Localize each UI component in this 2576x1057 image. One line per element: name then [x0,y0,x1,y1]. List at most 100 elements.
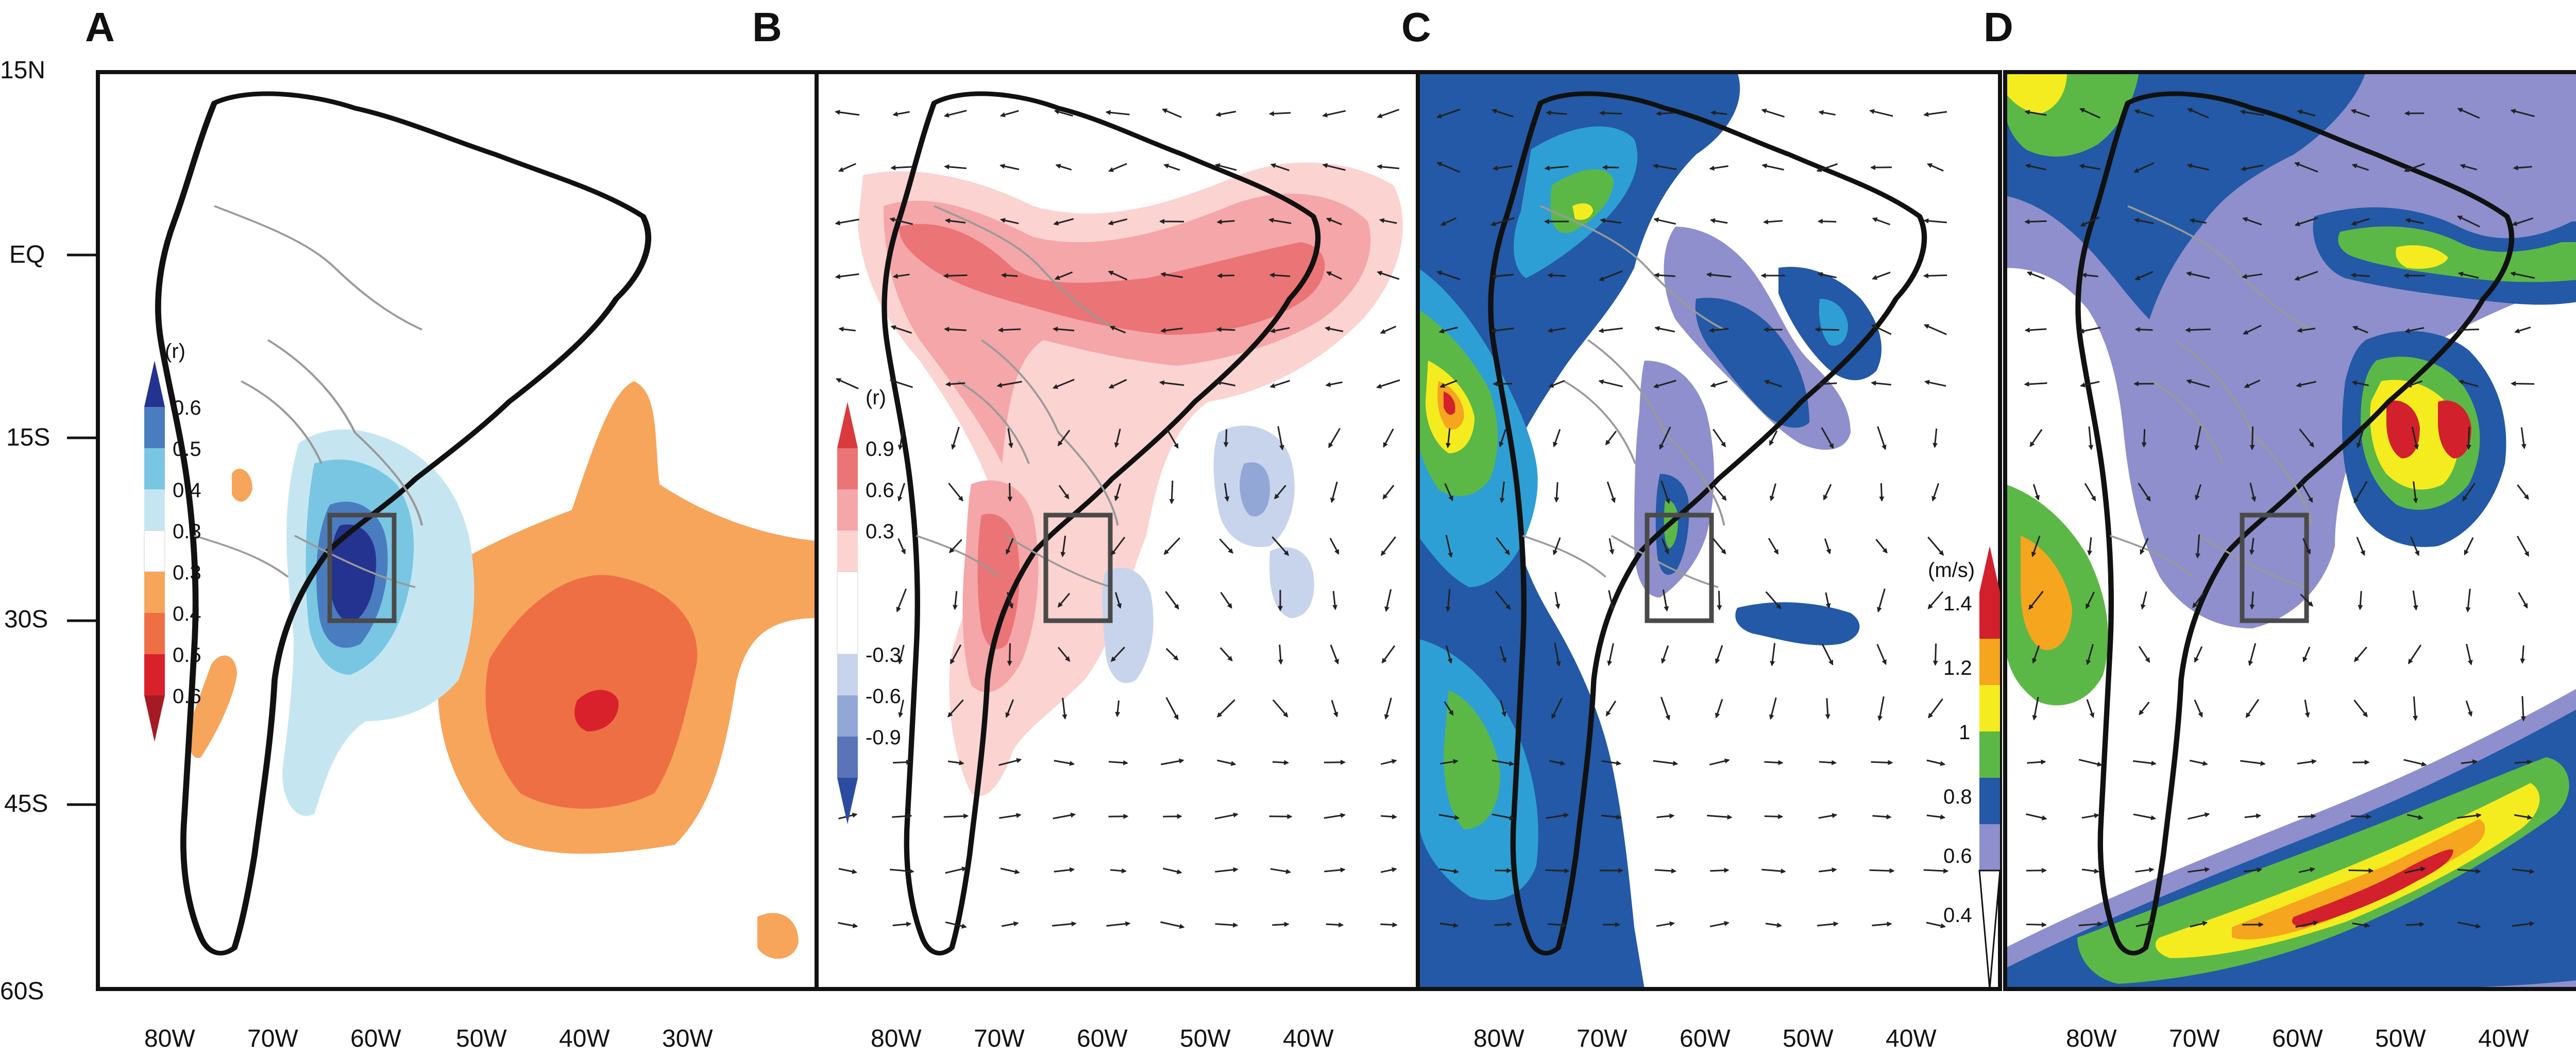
wind-vector [1055,164,1072,171]
lon-label: 50W [2375,1025,2426,1052]
wind-vector [1439,868,1460,874]
wind-vector [2458,327,2479,333]
wind-vector [1761,868,1786,874]
wind-vector [897,483,906,502]
wind-vector [943,273,968,279]
wind-vector [1438,327,1458,334]
wind-vector [1160,328,1183,333]
wind-vector [2352,923,2370,928]
wind-vector [1219,647,1233,661]
wind-vector [1926,814,1946,820]
wind-vectors-c [1436,108,1949,929]
wind-vector [1661,645,1669,664]
wind-vector [838,163,856,172]
wind-vector [1329,538,1340,555]
wind-vector [999,110,1019,117]
wind-vector [1326,217,1342,226]
wind-vector [1224,483,1230,502]
panel-c-map [1416,70,2002,991]
wind-vector [1931,483,1940,502]
wind-vector [2138,483,2151,502]
colorbar-b-label: 0.6 [866,479,894,502]
wind-vector [2514,326,2531,334]
wind-vector [1491,109,1514,117]
wind-vector [2133,813,2157,821]
wind-vector [2514,759,2533,765]
wind-vector [2513,165,2532,171]
wind-vector [835,218,859,226]
wind-vector [1054,867,1075,873]
wind-vector [1825,698,1831,720]
wind-vector [1923,324,1947,335]
wind-vector [1818,110,1836,116]
wind-vector [2358,591,2363,610]
wind-vector [892,274,910,279]
wind-vector [889,217,913,225]
panel-letter-d: D [1984,4,2013,50]
wind-vector [2464,537,2474,556]
wind-vector [2186,379,2210,388]
panel-letter-b: B [752,4,782,50]
wind-vector [2466,643,2473,666]
wind-vector [1877,426,1887,450]
wind-vector [998,758,1022,766]
wind-vector [1499,646,1507,663]
wind-vector [1379,218,1397,224]
wind-vector [2411,427,2419,450]
wind-vector [2462,483,2476,502]
wind-vector [1548,380,1565,388]
wind-vector [1871,324,1892,335]
wind-vector [1380,922,1398,928]
wind-vector [2243,867,2262,873]
wind-vector [1821,427,1834,449]
wind-vector [1215,922,1239,928]
wind-vector [996,381,1022,388]
wind-vector [1494,922,1513,927]
wind-vector [1165,427,1179,449]
wind-vector [2081,868,2099,874]
wind-vector [1444,483,1453,502]
wind-vector [1053,218,1074,226]
wind-vector [1546,812,1569,819]
wind-vector [948,483,963,502]
wind-vector [1608,590,1615,611]
wind-vector [1114,483,1122,502]
longitude-axis-d: 80W 70W 60W 50W 40W [2066,1025,2529,1052]
wind-vector [1933,428,1938,448]
wind-vector [2032,484,2040,501]
wind-vector [1053,327,1075,332]
wind-vector [1824,538,1831,555]
wind-vector [1215,867,1239,873]
wind-vector [1875,538,1888,554]
wind-vector [2135,867,2155,873]
wind-vector [2024,381,2047,387]
wind-vector [1380,536,1396,556]
wind-vector [1877,696,1885,721]
wind-vector [1710,110,1727,116]
lon-label: 60W [350,1025,401,1052]
wind-vector [1825,592,1831,609]
wind-vector [2404,327,2425,333]
wind-vector [1608,538,1615,555]
wind-vector [2298,813,2316,819]
wind-vector [2242,217,2262,226]
wind-vector [1217,759,1236,766]
wind-vector [1163,537,1180,555]
wind-vector [2244,813,2262,819]
wind-vector [1001,272,1018,278]
wind-vector [2296,381,2316,388]
wind-vector [2516,536,2530,557]
wind-vector [897,644,905,664]
wind-vector [1328,428,1341,449]
wind-vector [1445,535,1453,558]
wind-vector [1764,380,1782,388]
wind-vector [2295,920,2319,928]
wind-vector [1492,759,1515,766]
wind-vector [1710,867,1730,873]
wind-vector [1598,379,1623,387]
wind-vector [1659,427,1671,450]
lon-label: 40W [1283,1025,1334,1052]
wind-vector [896,588,907,612]
wind-vector [1274,485,1286,500]
